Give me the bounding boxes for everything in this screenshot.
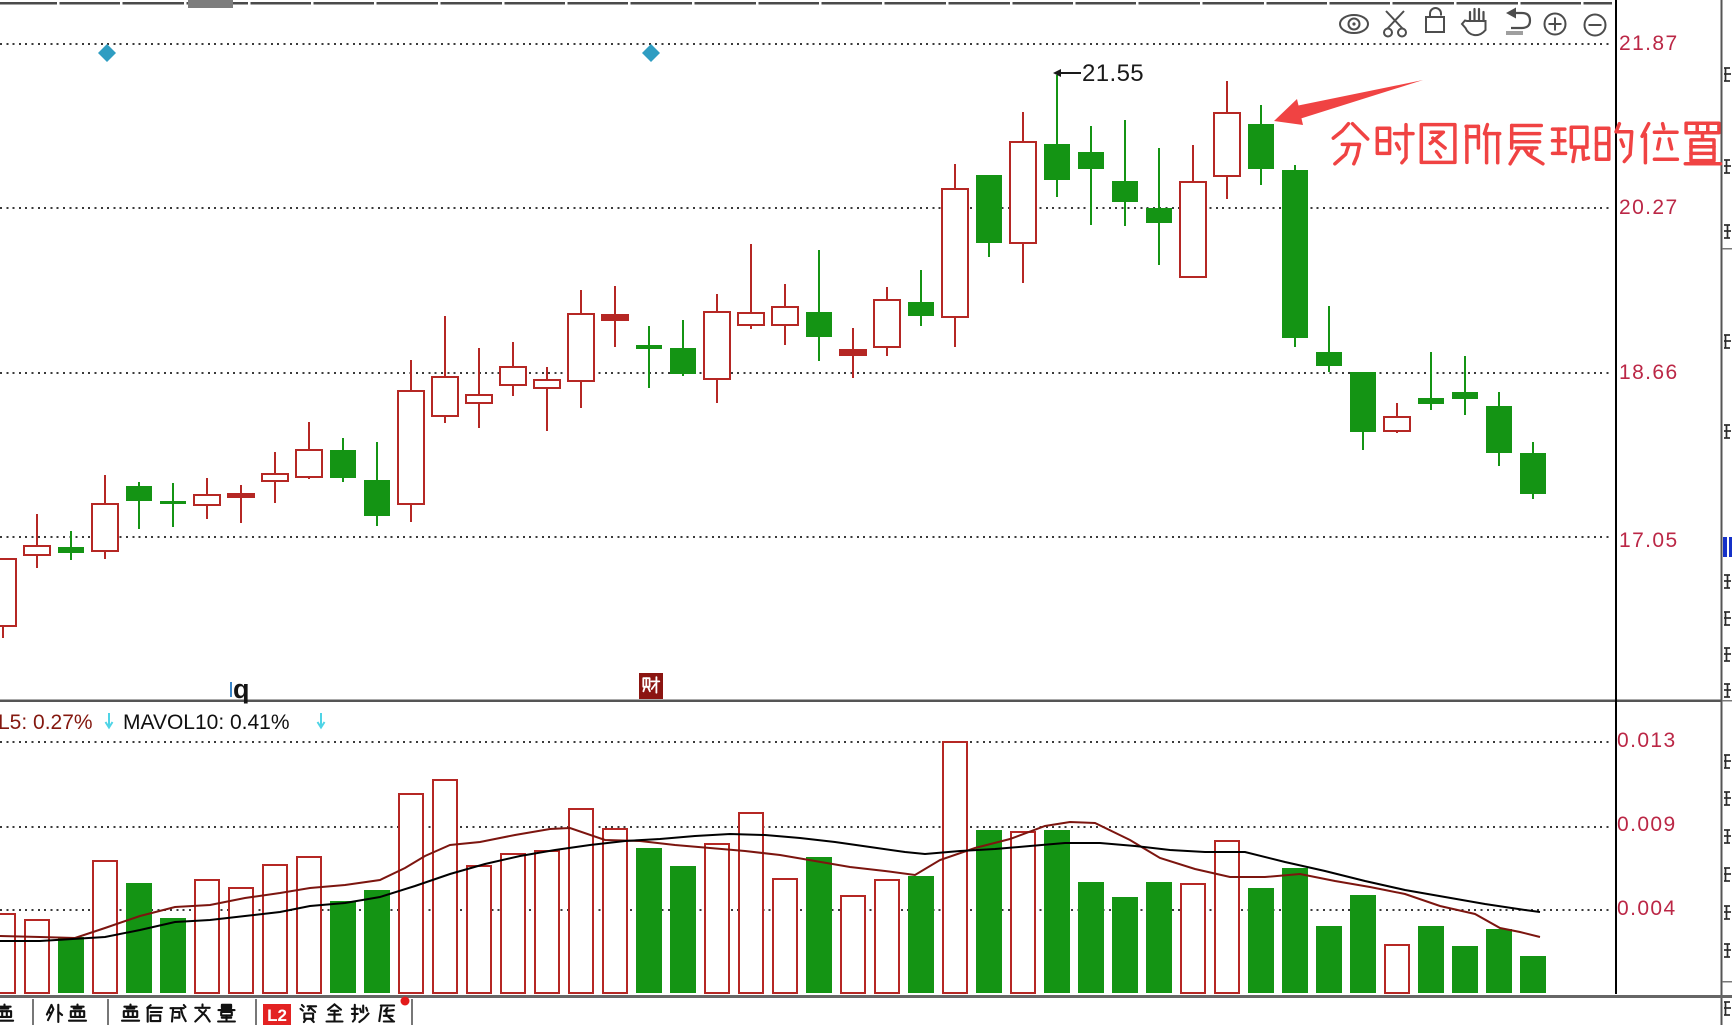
svg-text:18.66: 18.66 <box>1619 361 1679 384</box>
svg-text:0.004: 0.004 <box>1617 897 1677 920</box>
svg-text:21.55: 21.55 <box>1082 60 1144 87</box>
svg-text:0.009: 0.009 <box>1617 813 1677 836</box>
svg-text:17.05: 17.05 <box>1619 529 1679 552</box>
svg-text:L5: 0.27%: L5: 0.27% <box>0 711 93 734</box>
svg-text:0.013: 0.013 <box>1617 729 1677 752</box>
svg-text:MAVOL10: 0.41%: MAVOL10: 0.41% <box>123 711 290 734</box>
svg-text:q: q <box>233 674 250 704</box>
svg-text:21.87: 21.87 <box>1619 32 1679 55</box>
svg-text:20.27: 20.27 <box>1619 196 1679 219</box>
svg-text:L2: L2 <box>267 1006 287 1025</box>
